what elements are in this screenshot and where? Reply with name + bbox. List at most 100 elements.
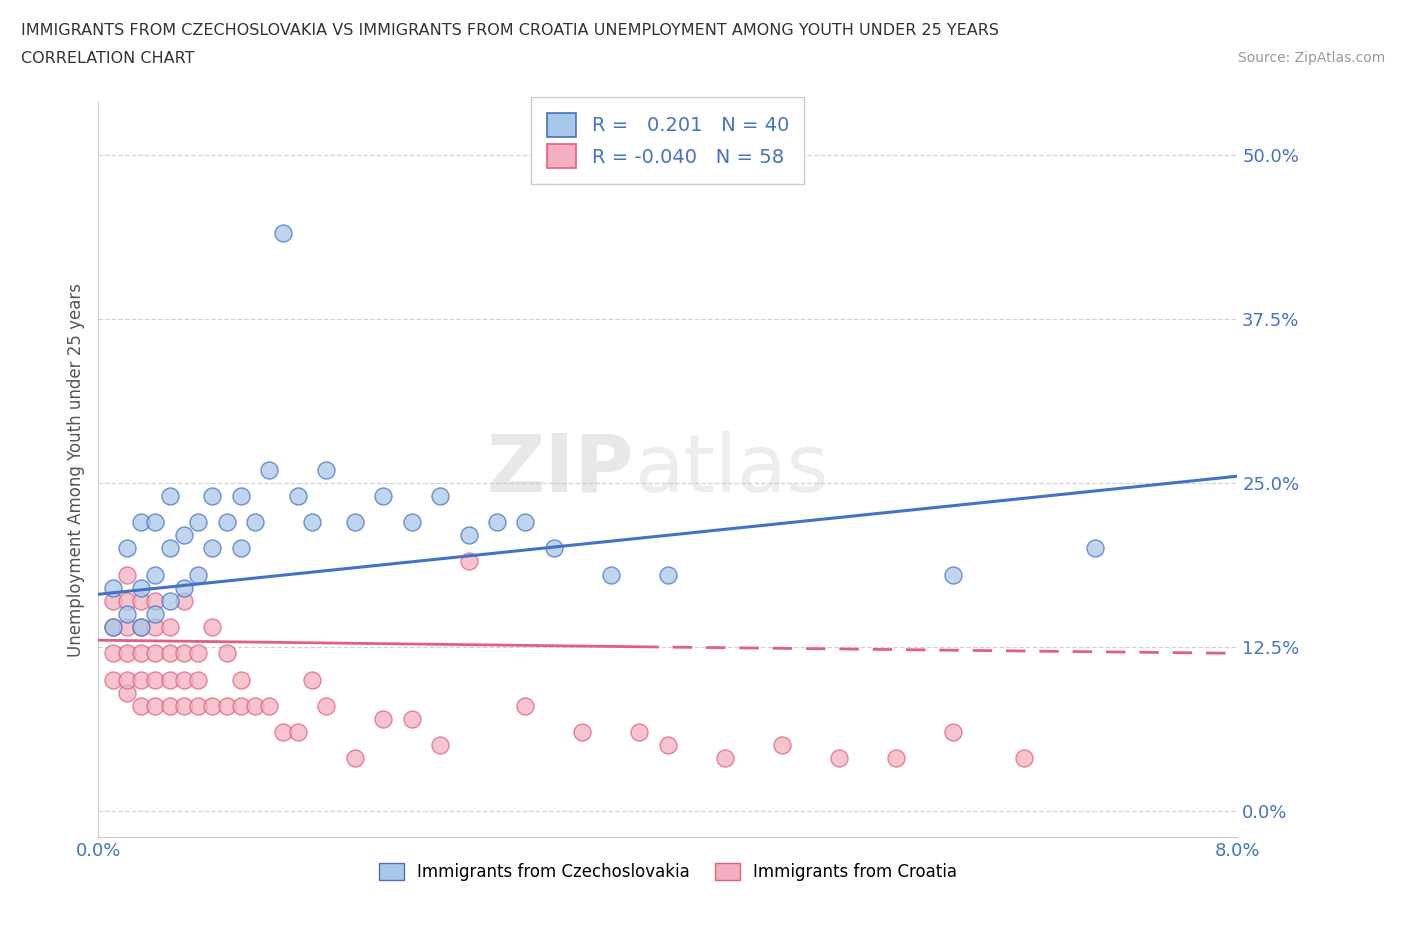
Point — [515, 514, 537, 529]
Point — [101, 619, 124, 634]
Point — [259, 462, 281, 477]
Point — [187, 567, 209, 582]
Point — [301, 672, 323, 687]
Point — [101, 593, 124, 608]
Text: CORRELATION CHART: CORRELATION CHART — [21, 51, 194, 66]
Point — [129, 619, 152, 634]
Point — [486, 514, 509, 529]
Point — [229, 488, 252, 503]
Point — [115, 593, 138, 608]
Point — [215, 514, 238, 529]
Point — [259, 698, 281, 713]
Point — [343, 514, 366, 529]
Point — [229, 541, 252, 556]
Point — [129, 646, 152, 661]
Point — [145, 672, 167, 687]
Point — [115, 567, 138, 582]
Point — [301, 514, 323, 529]
Text: IMMIGRANTS FROM CZECHOSLOVAKIA VS IMMIGRANTS FROM CROATIA UNEMPLOYMENT AMONG YOU: IMMIGRANTS FROM CZECHOSLOVAKIA VS IMMIGR… — [21, 23, 1000, 38]
Point — [159, 488, 181, 503]
Point — [129, 698, 152, 713]
Text: Source: ZipAtlas.com: Source: ZipAtlas.com — [1237, 51, 1385, 65]
Point — [115, 672, 138, 687]
Point — [884, 751, 907, 765]
Point — [129, 514, 152, 529]
Point — [187, 698, 209, 713]
Point — [429, 488, 451, 503]
Point — [145, 593, 167, 608]
Point — [287, 724, 309, 739]
Point — [215, 698, 238, 713]
Point — [770, 737, 793, 752]
Point — [201, 698, 224, 713]
Point — [942, 567, 965, 582]
Point — [657, 567, 679, 582]
Point — [159, 672, 181, 687]
Y-axis label: Unemployment Among Youth under 25 years: Unemployment Among Youth under 25 years — [66, 283, 84, 657]
Point — [129, 580, 152, 595]
Point — [129, 619, 152, 634]
Point — [401, 514, 423, 529]
Point — [173, 698, 195, 713]
Point — [657, 737, 679, 752]
Point — [571, 724, 593, 739]
Point — [243, 698, 266, 713]
Point — [215, 646, 238, 661]
Point — [115, 606, 138, 621]
Point — [173, 672, 195, 687]
Point — [1012, 751, 1035, 765]
Point — [187, 646, 209, 661]
Point — [315, 462, 337, 477]
Point — [173, 528, 195, 543]
Point — [515, 698, 537, 713]
Point — [1084, 541, 1107, 556]
Point — [714, 751, 737, 765]
Point — [457, 554, 479, 569]
Point — [315, 698, 337, 713]
Point — [371, 488, 394, 503]
Point — [173, 580, 195, 595]
Legend: Immigrants from Czechoslovakia, Immigrants from Croatia: Immigrants from Czechoslovakia, Immigran… — [373, 856, 963, 887]
Point — [201, 541, 224, 556]
Point — [187, 514, 209, 529]
Point — [173, 593, 195, 608]
Point — [145, 606, 167, 621]
Point — [229, 672, 252, 687]
Point — [115, 541, 138, 556]
Point — [543, 541, 565, 556]
Point — [115, 619, 138, 634]
Point — [243, 514, 266, 529]
Point — [287, 488, 309, 503]
Point — [159, 619, 181, 634]
Point — [145, 698, 167, 713]
Point — [371, 711, 394, 726]
Point — [429, 737, 451, 752]
Point — [343, 751, 366, 765]
Point — [101, 580, 124, 595]
Text: atlas: atlas — [634, 431, 828, 509]
Point — [145, 646, 167, 661]
Point — [101, 646, 124, 661]
Point — [942, 724, 965, 739]
Point — [229, 698, 252, 713]
Point — [145, 514, 167, 529]
Point — [101, 672, 124, 687]
Point — [159, 698, 181, 713]
Point — [201, 619, 224, 634]
Point — [145, 619, 167, 634]
Point — [457, 528, 479, 543]
Point — [173, 646, 195, 661]
Point — [115, 685, 138, 700]
Point — [145, 567, 167, 582]
Point — [600, 567, 623, 582]
Point — [201, 488, 224, 503]
Point — [828, 751, 851, 765]
Point — [401, 711, 423, 726]
Point — [101, 619, 124, 634]
Point — [273, 724, 295, 739]
Point — [129, 593, 152, 608]
Point — [159, 541, 181, 556]
Text: ZIP: ZIP — [486, 431, 634, 509]
Point — [273, 226, 295, 241]
Point — [115, 646, 138, 661]
